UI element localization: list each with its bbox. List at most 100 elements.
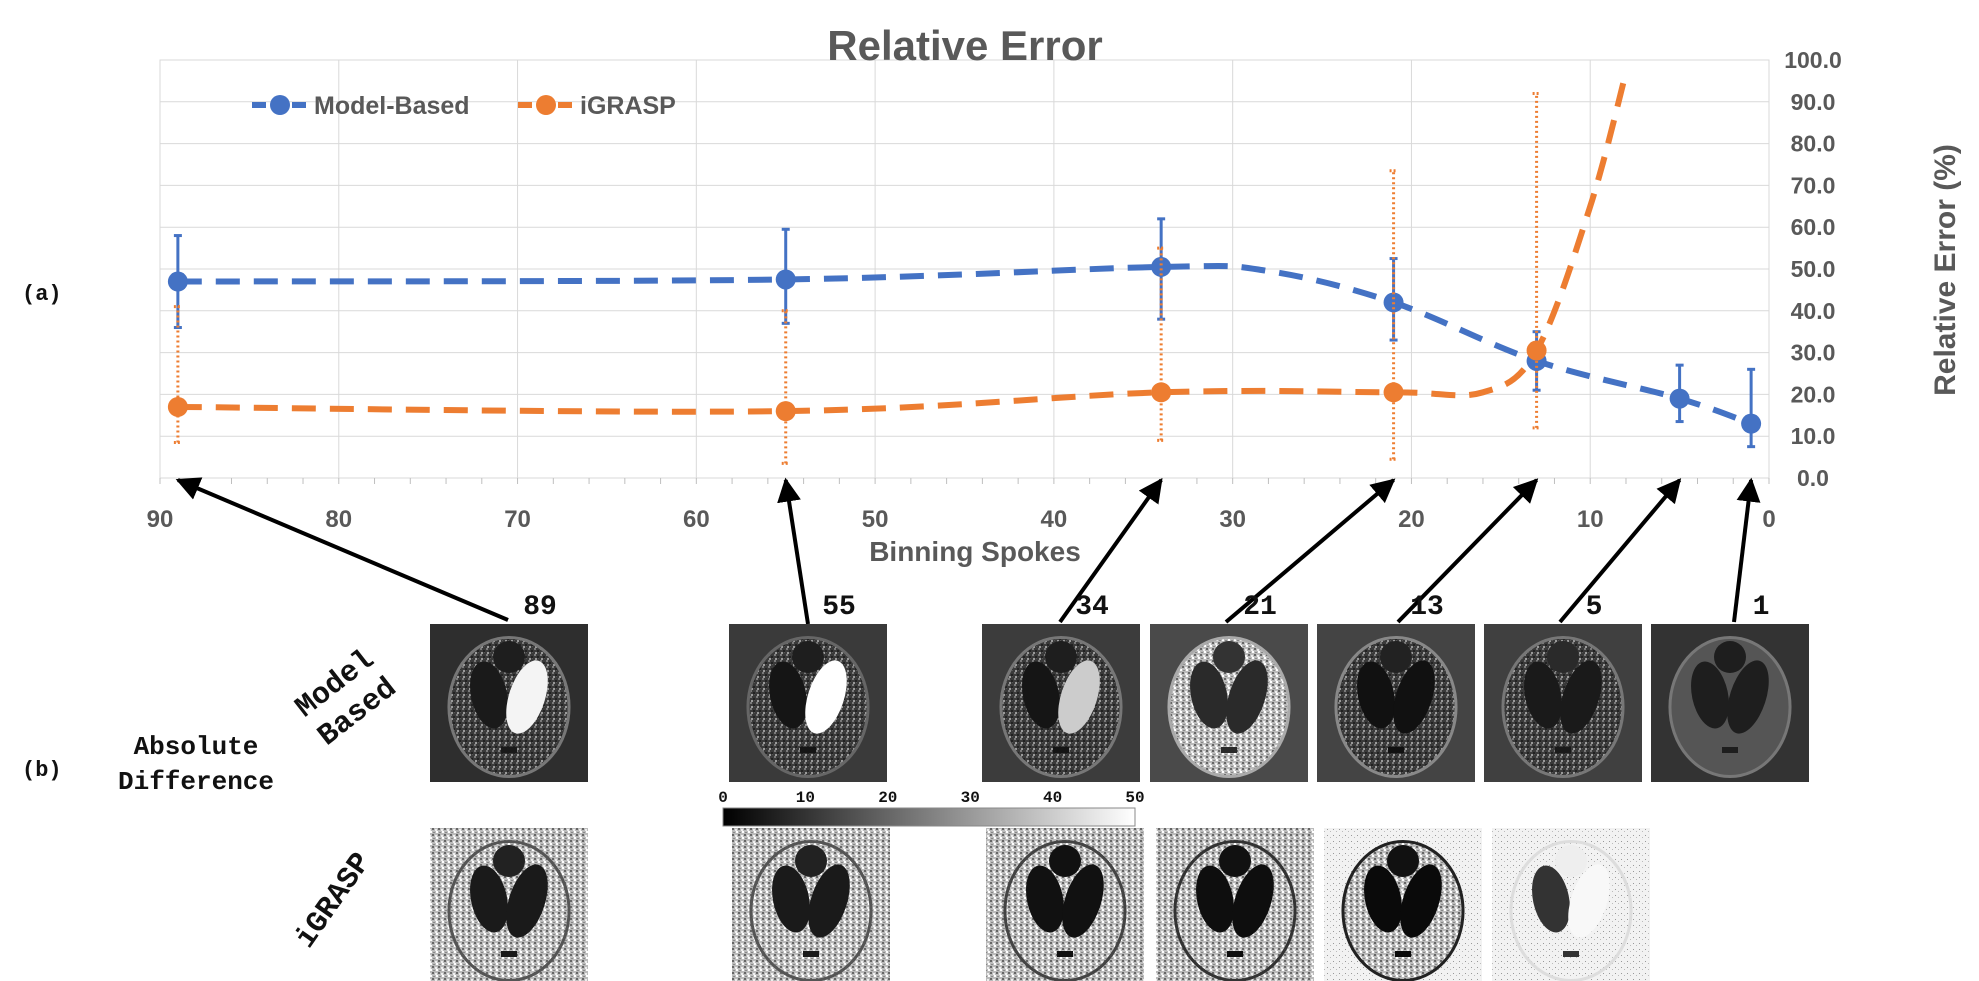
phantom-top-circle [1219,845,1251,877]
phantom-top-circle [792,641,824,673]
igrasp-thumbnail-ig-13 [1324,828,1482,981]
phantom-top-circle [1547,641,1579,673]
model-based-point [167,271,188,292]
x-tick-label: 20 [1398,506,1425,533]
igrasp-thumbnail-ig-21 [1156,828,1314,981]
y-tick-label: 0.0 [1797,465,1829,491]
colorbar-tick-label: 20 [878,789,897,807]
igrasp-thumbnail-ig-34 [986,828,1144,981]
arrow-to-1 [1732,477,1761,623]
arrow-to-21 [1224,478,1396,624]
phantom-marker [1555,747,1571,753]
igrasp-point [775,401,796,422]
phantom-left-lobe [1196,865,1234,933]
igrasp-point [1383,382,1404,403]
spoke-label: 21 [1243,592,1277,623]
model-based-point [1669,388,1690,409]
panel-a-label: (a) [22,282,62,307]
phantom-right-lobe [1727,660,1769,734]
x-tick-label: 40 [1041,506,1068,533]
igrasp-row-label: iGRASP [289,847,379,955]
phantom-marker [800,747,816,753]
spoke-label: 1 [1753,592,1770,623]
phantom-right-lobe [1400,864,1442,938]
model-based-point [775,269,796,290]
phantom-marker [1227,951,1243,957]
arrows [175,477,1761,625]
phantom-marker [501,951,517,957]
spoke-label: 13 [1410,592,1444,623]
model-based-thumbnail-mb-34 [982,624,1140,782]
x-tick-label: 30 [1219,506,1246,533]
colorbar-ticks: 0 10 20 30 40 50 [718,789,1144,807]
phantom-right-lobe [506,660,548,734]
colorbar: 0 10 20 30 40 50 [718,789,1145,827]
igrasp-point [167,396,188,417]
model-based-point [1741,413,1762,434]
spoke-label: 89 [523,592,557,623]
phantom-right-lobe [805,660,847,734]
phantom-left-lobe [470,661,508,729]
model-based-thumbnail-mb-13 [1317,624,1475,782]
model-based-thumbnail-mb-89 [430,624,588,782]
model-based-row-label: Model Based [290,643,404,754]
arrow-to-5 [1558,478,1682,624]
legend-label: iGRASP [580,92,676,120]
phantom-top-circle [1555,845,1587,877]
phantom-right-lobe [1062,864,1104,938]
phantom-top-circle [1387,845,1419,877]
igrasp-point [1151,382,1172,403]
colorbar-tick-label: 30 [961,789,980,807]
x-tick-label: 60 [683,506,710,533]
panel-b-label: (b) [22,758,62,783]
x-tick-label: 10 [1577,506,1604,533]
phantom-marker [1563,951,1579,957]
igrasp-thumbnails [430,828,1650,981]
model-based-thumbnail-mb-55 [729,624,887,782]
phantom-left-lobe [1357,661,1395,729]
phantom-left-lobe [1691,661,1729,729]
phantom-right-lobe [1560,660,1602,734]
colorbar-tick-label: 40 [1043,789,1062,807]
phantom-right-lobe [1058,660,1100,734]
model-based-thumbnail-mb-5 [1484,624,1642,782]
phantom-marker [1221,747,1237,753]
spoke-label: 5 [1586,592,1603,623]
igrasp-series [167,71,1629,465]
y-axis-ticks: 0.0 10.0 20.0 30.0 40.0 50.0 60.0 70.0 80.0 90.0 1… [1784,47,1842,491]
spoke-label: 34 [1075,592,1109,623]
phantom-marker [1057,951,1073,957]
phantom-left-lobe [1364,865,1402,933]
phantom-right-lobe [808,864,850,938]
legend-marker [270,95,290,115]
x-axis-ticks: 90 80 70 60 50 40 30 20 10 0 [147,506,1776,533]
igrasp-thumbnail-ig-5 [1492,828,1650,981]
phantom-right-lobe [506,864,548,938]
spoke-labels: 89 55 34 21 13 5 1 [523,592,1769,623]
model-based-thumbnails [430,624,1809,782]
legend: Model-Based iGRASP [252,92,676,120]
phantom-left-lobe [1524,661,1562,729]
phantom-right-lobe [1568,864,1610,938]
chart-title: Relative Error [827,22,1102,69]
legend-marker [536,95,556,115]
phantom-top-circle [493,845,525,877]
x-axis-label: Binning Spokes [869,536,1081,567]
phantom-top-circle [1714,641,1746,673]
phantom-right-lobe [1226,660,1268,734]
y-tick-label: 100.0 [1784,47,1842,73]
igrasp-line [177,71,1629,415]
phantom-marker [501,747,517,753]
model-based-point [1151,256,1172,277]
igrasp-thumbnail-ig-89 [430,828,588,981]
y-tick-label: 80.0 [1791,131,1836,157]
phantom-left-lobe [1026,865,1064,933]
phantom-marker [1053,747,1069,753]
colorbar-tick-label: 10 [796,789,815,807]
model-based-thumbnail-mb-21 [1150,624,1308,782]
model-based-thumbnail-mb-1 [1651,624,1809,782]
phantom-marker [1395,951,1411,957]
y-tick-label: 20.0 [1791,381,1836,407]
colorbar-tick-label: 50 [1125,789,1144,807]
